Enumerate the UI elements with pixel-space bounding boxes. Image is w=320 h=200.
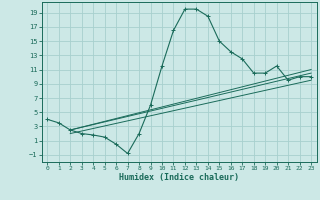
X-axis label: Humidex (Indice chaleur): Humidex (Indice chaleur): [119, 173, 239, 182]
